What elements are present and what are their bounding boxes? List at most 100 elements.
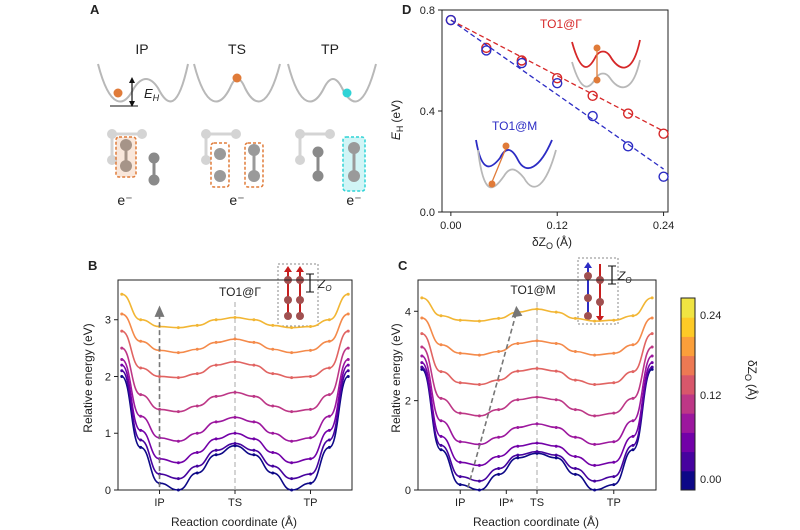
panel-c-series-point [497, 349, 501, 353]
panel-b-ytick-label: 1 [105, 428, 111, 440]
panel-c-trend-arrow-head [511, 305, 523, 318]
panel-c-series-point [439, 419, 443, 423]
panel-b-series-point [214, 437, 218, 441]
xlabel-d: δZO (Å) [532, 234, 572, 251]
panel-c-series-point [554, 341, 558, 345]
panel-b-series-point [346, 374, 350, 378]
panel-b-series-point [158, 407, 162, 411]
panel-c-series-point [516, 341, 520, 345]
panel-c-series-point [593, 414, 597, 418]
panel-c-series-point [439, 443, 443, 447]
annotation-b: TO1@Γ [219, 285, 261, 299]
panel-b-series-point [252, 340, 256, 344]
panel-c-series-point [612, 318, 616, 322]
panel-b-series-point [195, 431, 199, 435]
panel-c-series-point [631, 370, 635, 374]
panel-b-series-point [308, 472, 312, 476]
panel-b-series-point [271, 451, 275, 455]
panel-b-series-point [290, 461, 294, 465]
panel-b-series-point [271, 323, 275, 327]
panel-b-series-point [120, 369, 124, 373]
panel-b-series-point [139, 339, 143, 343]
colorbar-cell [681, 355, 695, 376]
panel-d-ytick-label: 0.4 [420, 106, 435, 118]
inset-m-label: TO1@M [492, 119, 537, 133]
panel-b-ytick-label: 0 [105, 485, 111, 497]
panel-c-series-point [650, 332, 654, 336]
panel-b-series-point [327, 339, 331, 343]
panel-d-xtick-label: 0.12 [547, 220, 568, 232]
panel-d-point [552, 72, 563, 84]
colorbar-tick-bottom: 0.00 [700, 474, 721, 486]
panel-c-series-point [535, 450, 539, 454]
panel-d-ytick-label: 0.0 [420, 207, 435, 219]
panel-c-series-point [497, 435, 501, 439]
panel-b-series-point [308, 325, 312, 329]
annotation-c: TO1@M [510, 283, 555, 297]
panel-b-series-point [252, 448, 256, 452]
panel-b-series-point [346, 329, 350, 333]
panel-c-series-point [631, 448, 635, 452]
electron-ip: e⁻ [117, 192, 132, 208]
panel-c-series-point [631, 396, 635, 400]
well-ip [97, 63, 189, 103]
panel-b-series-point [308, 374, 312, 378]
panel-c-series-point [554, 310, 558, 314]
colorbar-cell [681, 317, 695, 337]
panel-c-series-point [477, 319, 481, 323]
panel-b-series-point [327, 366, 331, 370]
panel-c-series-point [631, 419, 635, 423]
panel-c-series-point [420, 365, 424, 369]
panel-b-series-point [271, 431, 275, 435]
panel-b-series-point [195, 347, 199, 351]
colorbar-cell [681, 394, 695, 414]
panel-c-series-point [497, 316, 501, 320]
xlabel-b: Reaction coordinate (Å) [171, 514, 297, 529]
panel-c-series-point [593, 319, 597, 323]
panel-b-series-point [120, 357, 124, 361]
panel-b-series-point [308, 481, 312, 485]
panel-c-series-point [650, 361, 654, 365]
panel-b-series-point [195, 404, 199, 408]
panel-c-series-point [535, 339, 539, 343]
colorbar-frame [680, 297, 696, 491]
panel-b-series-point [214, 453, 218, 457]
inset-c: ZO [577, 257, 632, 325]
panel-b-series-point [252, 437, 256, 441]
panel-b-series-point [233, 390, 237, 394]
panel-c-series-point [497, 454, 501, 458]
panel-c-series-point [420, 367, 424, 371]
panel-c-series-point [420, 361, 424, 365]
colorbar-label: δZO(Å) [743, 360, 760, 400]
panel-b-series-point [308, 407, 312, 411]
panel-c-trend-arrow [467, 315, 517, 488]
panel-c-ytick-label: 2 [405, 396, 411, 408]
panel-b-series-point [120, 312, 124, 316]
panel-c-series-point [458, 440, 462, 444]
panel-c-series-point [593, 488, 597, 492]
panel-b-series-point [308, 348, 312, 352]
panel-c-series-point [458, 483, 462, 487]
colorbar-cell [681, 413, 695, 433]
panel-c-series-point [516, 425, 520, 429]
panel-d-letter: D [402, 2, 411, 17]
panel-b-series-point [176, 439, 180, 443]
panel-c-series-point [650, 365, 654, 369]
panel-c-series-point [458, 460, 462, 464]
panel-b-series-point [195, 372, 199, 376]
colorbar-tick-top: 0.24 [700, 310, 721, 322]
panel-d-point [587, 110, 598, 122]
panel-c-series-point [497, 467, 501, 471]
panel-c-ytick-label: 0 [405, 485, 411, 497]
panel-b-series-point [233, 337, 237, 341]
panel-c-series-point [593, 353, 597, 357]
panel-c-series-point [516, 456, 520, 460]
atoms-ip [107, 129, 160, 186]
panel-c-xtick-label: TS [530, 497, 544, 509]
panel-c-ytick-label: 4 [405, 306, 411, 318]
panel-b-series-point [195, 451, 199, 455]
colorbar-cell [681, 432, 695, 453]
panel-c-series-point [612, 483, 616, 487]
panel-c-series-point [439, 370, 443, 374]
